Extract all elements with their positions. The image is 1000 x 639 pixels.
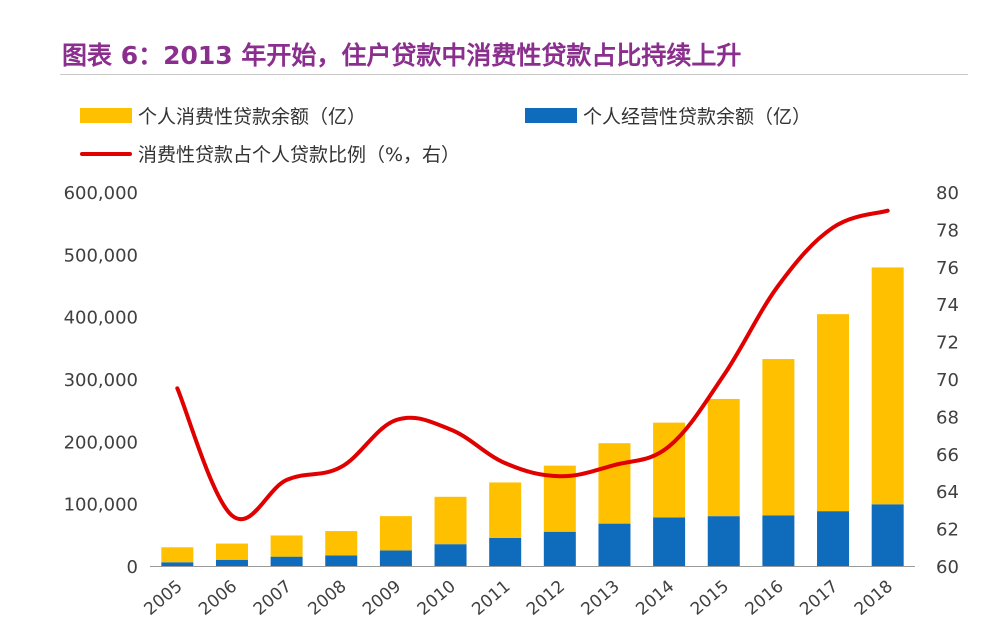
y-right-tick-label: 74 (936, 295, 959, 316)
legend-label-business: 个人经营性贷款余额（亿） (583, 106, 812, 128)
y-right-tick-label: 60 (936, 557, 959, 578)
y-right-tick-label: 64 (936, 482, 959, 503)
legend-swatch-business (525, 108, 577, 123)
bar-business (325, 555, 358, 566)
y-left-tick-label: 300,000 (64, 370, 138, 391)
bar-consumer (379, 516, 412, 551)
bar-consumer (161, 547, 194, 563)
bar-business (653, 517, 686, 566)
bar-business (598, 523, 631, 566)
x-tick-label: 2010 (414, 577, 460, 620)
bar-business (434, 544, 467, 566)
bar-consumer (325, 531, 358, 556)
y-right-tick-label: 62 (936, 520, 959, 541)
legend-label-ratio: 消费性贷款占个人贷款比例（%，右） (138, 144, 461, 166)
y-right-tick-label: 72 (936, 333, 959, 354)
bar-consumer (598, 443, 631, 524)
legend-swatch-ratio (80, 151, 132, 156)
x-tick-label: 2018 (851, 577, 897, 620)
bar-consumer (762, 359, 795, 516)
bar-business (489, 537, 522, 566)
title-divider (60, 74, 968, 75)
bar-consumer (707, 398, 740, 517)
y-right-tick-label: 80 (936, 183, 959, 204)
x-tick-label: 2009 (359, 577, 405, 620)
x-tick-label: 2011 (468, 577, 514, 620)
bar-business (817, 511, 850, 566)
legend-label-consumer: 个人消费性贷款余额（亿） (138, 106, 367, 128)
y-right-tick-label: 70 (936, 370, 959, 391)
y-left-tick-label: 100,000 (64, 495, 138, 516)
bar-business (762, 515, 795, 566)
x-tick-label: 2007 (250, 577, 296, 620)
bar-business (379, 550, 412, 566)
legend-swatch-consumer (80, 108, 132, 123)
bar-consumer (270, 535, 303, 557)
x-tick-label: 2008 (304, 577, 350, 620)
bar-business (161, 562, 194, 566)
legend-item-consumer: 个人消费性贷款余额（亿） (80, 102, 366, 129)
y-right-tick-label: 68 (936, 407, 959, 428)
y-left-tick-label: 0 (127, 557, 138, 578)
legend-item-business: 个人经营性贷款余额（亿） (525, 102, 811, 129)
bar-business (871, 504, 904, 566)
x-tick-label: 2012 (523, 577, 569, 620)
y-right-tick-label: 78 (936, 220, 959, 241)
bar-consumer (489, 482, 522, 538)
bar-business (270, 556, 303, 566)
y-left-tick-label: 400,000 (64, 308, 138, 329)
chart-title: 图表 6：2013 年开始，住户贷款中消费性贷款占比持续上升 (62, 41, 742, 70)
bar-business (543, 531, 576, 566)
legend-item-ratio: 消费性贷款占个人贷款比例（%，右） (80, 140, 460, 167)
bar-business (707, 516, 740, 566)
x-tick-label: 2014 (632, 577, 678, 620)
ratio-line (175, 208, 890, 521)
x-tick-label: 2017 (796, 577, 842, 620)
bar-consumer (871, 267, 904, 505)
x-tick-label: 2015 (687, 577, 733, 620)
y-left-tick-label: 500,000 (64, 245, 138, 266)
x-tick-label: 2006 (195, 577, 241, 620)
x-tick-label: 2013 (578, 577, 624, 620)
bar-business (215, 559, 248, 566)
y-left-tick-label: 200,000 (64, 432, 138, 453)
x-tick-label: 2005 (141, 577, 187, 620)
y-left-tick-label: 600,000 (64, 183, 138, 204)
y-right-tick-label: 66 (936, 445, 959, 466)
x-tick-label: 2016 (742, 577, 788, 620)
bar-consumer (434, 496, 467, 545)
bar-consumer (215, 543, 248, 560)
bar-consumer (817, 314, 850, 512)
y-right-tick-label: 76 (936, 258, 959, 279)
